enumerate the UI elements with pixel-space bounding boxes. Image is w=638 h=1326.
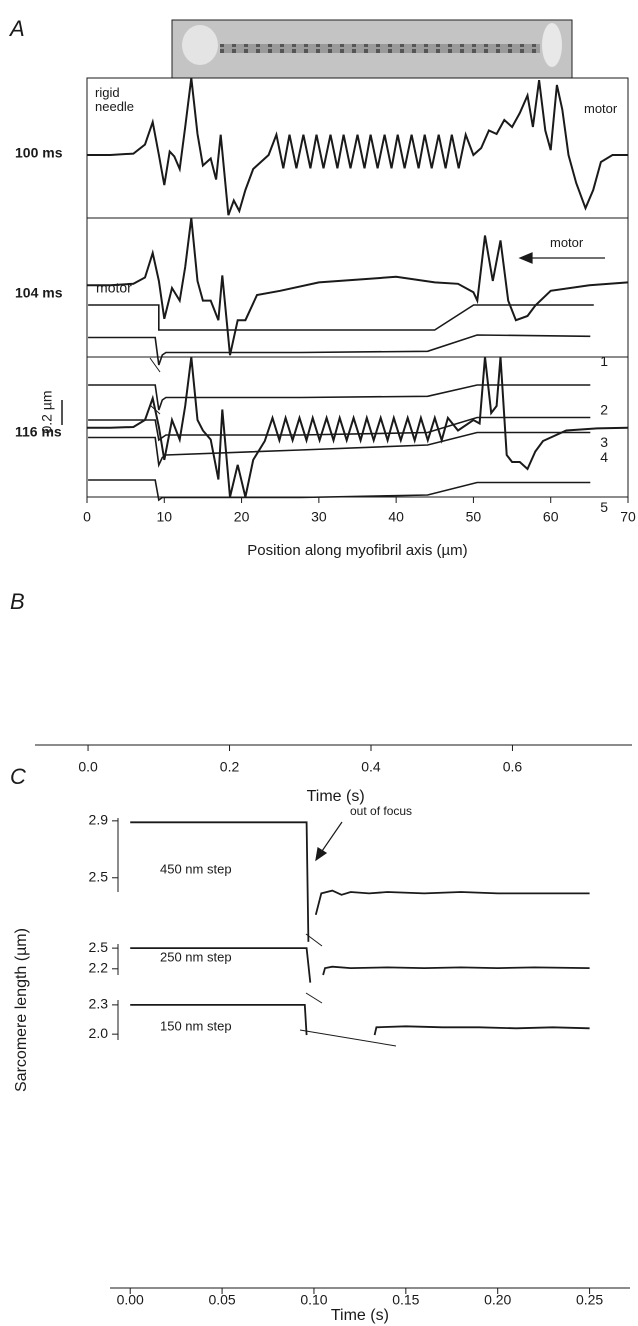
trace-label: 5 bbox=[600, 499, 608, 515]
arrows bbox=[315, 252, 605, 862]
y-tick-label: 2.2 bbox=[89, 960, 109, 976]
trace bbox=[130, 1004, 590, 1036]
trace bbox=[130, 947, 590, 983]
scale-bar-label: 0.2 µm bbox=[39, 390, 55, 433]
panel-label: B bbox=[10, 589, 25, 614]
y-axis-label: Sarcomere length (µm) bbox=[13, 928, 30, 1092]
x-tick-label: 20 bbox=[234, 509, 250, 525]
trace-label: 100 ms bbox=[15, 145, 63, 161]
trace-label: 150 nm step bbox=[160, 1018, 232, 1033]
trace bbox=[88, 416, 591, 442]
trace bbox=[87, 77, 628, 216]
trace bbox=[88, 304, 594, 331]
trace bbox=[87, 217, 629, 356]
panel-label: A bbox=[8, 16, 25, 41]
x-tick-label: 0.10 bbox=[300, 1292, 327, 1308]
trace bbox=[130, 821, 590, 942]
trace-label: 3 bbox=[600, 434, 608, 450]
x-tick-label: 0.2 bbox=[220, 759, 240, 775]
x-tick-label: 0.25 bbox=[576, 1292, 603, 1308]
trace-label: 1 bbox=[600, 353, 608, 369]
x-tick-label: 0.05 bbox=[208, 1292, 235, 1308]
x-tick-label: 0.4 bbox=[361, 759, 381, 775]
x-tick-label: 10 bbox=[156, 509, 172, 525]
x-axis-label: Time (s) bbox=[331, 1307, 389, 1324]
trace bbox=[88, 334, 591, 366]
y-tick-label: 2.3 bbox=[89, 996, 109, 1012]
x-axis-label: Position along myofibril axis (µm) bbox=[247, 542, 467, 559]
x-tick-label: 30 bbox=[311, 509, 327, 525]
trace bbox=[88, 479, 591, 502]
annotation: motor bbox=[550, 235, 584, 250]
x-tick-label: 50 bbox=[466, 509, 482, 525]
break-markers bbox=[149, 357, 397, 1047]
x-tick-label: 70 bbox=[620, 509, 636, 525]
y-tick-label: 2.5 bbox=[89, 939, 109, 955]
trace bbox=[88, 384, 591, 411]
trace-label: 2 bbox=[600, 402, 608, 418]
x-tick-label: 0 bbox=[83, 509, 91, 525]
trace-label: 250 nm step bbox=[160, 949, 232, 964]
x-tick-label: 0.20 bbox=[484, 1292, 511, 1308]
y-tick-label: 2.5 bbox=[89, 868, 109, 884]
y-tick-label: 2.9 bbox=[89, 812, 109, 828]
x-tick-label: 0.15 bbox=[392, 1292, 419, 1308]
trace-label: motor bbox=[96, 280, 132, 296]
x-axis-label: Time (s) bbox=[307, 788, 365, 805]
y-tick-label: 2.0 bbox=[89, 1025, 109, 1041]
trace bbox=[88, 431, 591, 468]
trace-label: 104 ms bbox=[15, 285, 63, 301]
trace-label: 450 nm step bbox=[160, 861, 232, 876]
x-tick-label: 0.00 bbox=[117, 1292, 144, 1308]
trace-label: 116 ms bbox=[15, 424, 62, 440]
x-tick-label: 40 bbox=[388, 509, 404, 525]
annotation: rigid needle bbox=[95, 85, 135, 114]
annotation: motor bbox=[584, 101, 618, 116]
micrograph bbox=[171, 19, 573, 79]
x-tick-label: 60 bbox=[543, 509, 559, 525]
trace-label: 4 bbox=[600, 449, 608, 465]
panel-label: C bbox=[10, 764, 26, 789]
x-tick-label: 0.6 bbox=[503, 759, 523, 775]
annotation: out of focus bbox=[350, 804, 412, 818]
x-tick-label: 0.0 bbox=[78, 759, 98, 775]
trace bbox=[87, 356, 629, 498]
